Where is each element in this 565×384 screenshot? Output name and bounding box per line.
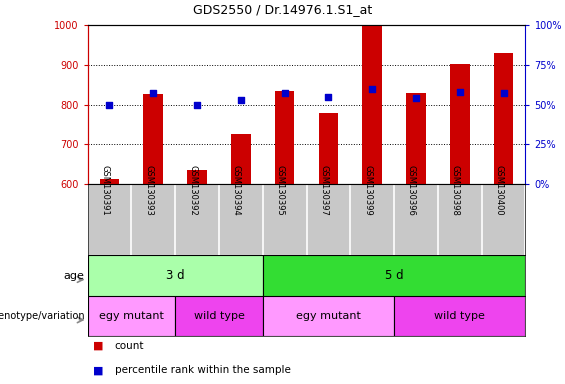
Text: GSM130392: GSM130392 xyxy=(188,165,197,215)
Text: egy mutant: egy mutant xyxy=(99,311,164,321)
Bar xyxy=(494,53,514,384)
Point xyxy=(149,90,158,96)
Bar xyxy=(450,65,470,384)
Text: ■: ■ xyxy=(93,341,104,351)
Text: wild type: wild type xyxy=(434,311,485,321)
Bar xyxy=(406,93,426,384)
Point xyxy=(105,101,114,108)
Point xyxy=(280,90,289,96)
Bar xyxy=(187,170,207,384)
Bar xyxy=(319,113,338,384)
Text: GSM130398: GSM130398 xyxy=(451,165,460,215)
Text: percentile rank within the sample: percentile rank within the sample xyxy=(115,366,290,376)
Point xyxy=(499,90,508,96)
Bar xyxy=(263,296,394,336)
Text: egy mutant: egy mutant xyxy=(296,311,361,321)
Point xyxy=(193,101,202,108)
Point xyxy=(455,89,464,95)
Text: GSM130395: GSM130395 xyxy=(276,165,285,215)
Text: wild type: wild type xyxy=(193,311,245,321)
Text: GSM130396: GSM130396 xyxy=(407,165,416,215)
Text: GSM130393: GSM130393 xyxy=(144,165,153,215)
Text: 5 d: 5 d xyxy=(385,269,403,282)
Text: 3 d: 3 d xyxy=(166,269,184,282)
Bar xyxy=(394,296,525,336)
Point xyxy=(236,97,245,103)
Text: age: age xyxy=(64,270,85,281)
Text: GSM130399: GSM130399 xyxy=(363,165,372,215)
Text: GSM130397: GSM130397 xyxy=(319,165,328,215)
Text: GSM130391: GSM130391 xyxy=(101,165,110,215)
Bar xyxy=(275,91,294,384)
Text: count: count xyxy=(115,341,144,351)
Bar xyxy=(88,255,263,296)
Text: GSM130394: GSM130394 xyxy=(232,165,241,215)
Point xyxy=(368,86,377,92)
Text: ■: ■ xyxy=(93,366,104,376)
Point xyxy=(411,95,420,101)
Bar xyxy=(231,134,251,384)
Bar xyxy=(175,296,263,336)
Text: GSM130400: GSM130400 xyxy=(494,165,503,215)
Bar xyxy=(362,26,382,384)
Text: GDS2550 / Dr.14976.1.S1_at: GDS2550 / Dr.14976.1.S1_at xyxy=(193,3,372,17)
Bar xyxy=(144,94,163,384)
Bar xyxy=(263,255,525,296)
Point xyxy=(324,94,333,100)
Bar xyxy=(88,296,175,336)
Bar xyxy=(99,179,119,384)
Text: genotype/variation: genotype/variation xyxy=(0,311,85,321)
